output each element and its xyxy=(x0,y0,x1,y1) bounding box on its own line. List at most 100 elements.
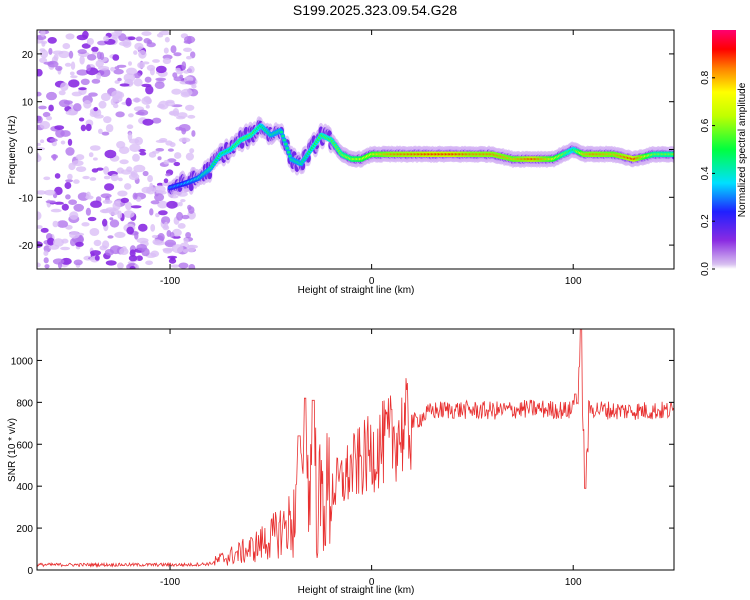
colorbar-tick-label: 0.6 xyxy=(700,118,711,132)
noise-blob xyxy=(168,110,179,116)
noise-blob xyxy=(58,99,70,108)
noise-blob xyxy=(104,149,117,159)
noise-blob xyxy=(56,220,69,228)
noise-blob xyxy=(119,83,130,87)
noise-blob xyxy=(65,179,73,183)
noise-blob xyxy=(87,54,97,61)
noise-blob xyxy=(37,154,42,163)
noise-blob xyxy=(81,43,91,49)
noise-blob xyxy=(60,257,72,265)
noise-blob xyxy=(157,156,162,161)
noise-blob xyxy=(123,73,136,82)
noise-blob xyxy=(163,178,169,184)
noise-blob xyxy=(191,130,196,137)
noise-blob xyxy=(147,175,154,183)
noise-blob xyxy=(170,256,176,261)
noise-blob xyxy=(133,78,143,87)
noise-blob xyxy=(156,33,164,38)
noise-blob xyxy=(151,117,162,124)
noise-blob xyxy=(116,64,127,68)
noise-blob xyxy=(137,61,146,69)
noise-blob xyxy=(118,146,130,154)
noise-blob xyxy=(124,183,132,190)
noise-blob xyxy=(134,42,144,51)
noise-blob xyxy=(183,40,192,44)
noise-blob xyxy=(187,65,195,74)
noise-blob xyxy=(126,67,137,76)
noise-blob xyxy=(122,39,132,48)
noise-blob xyxy=(181,61,187,71)
noise-blob xyxy=(54,201,64,205)
noise-blob xyxy=(37,142,41,147)
noise-blob xyxy=(171,244,184,254)
noise-blob xyxy=(93,157,98,161)
noise-blob xyxy=(174,152,182,159)
snr-x-axis-label: Height of straight line (km) xyxy=(298,585,415,596)
noise-blob xyxy=(96,51,102,60)
noise-blob xyxy=(70,61,76,70)
noise-blob xyxy=(141,31,152,36)
noise-blob xyxy=(86,64,91,72)
noise-blob xyxy=(110,98,116,106)
noise-blob xyxy=(109,245,122,255)
noise-blob xyxy=(185,232,192,239)
noise-blob xyxy=(70,75,78,79)
noise-blob xyxy=(165,101,176,107)
noise-blob xyxy=(77,49,87,55)
noise-blob xyxy=(155,65,167,74)
noise-blob xyxy=(40,139,45,143)
noise-blob xyxy=(52,220,59,228)
noise-blob xyxy=(83,100,92,109)
noise-blob xyxy=(67,138,73,146)
colorbar-tick-label: 0.8 xyxy=(700,70,711,84)
ridge-core xyxy=(281,134,285,138)
noise-blob xyxy=(138,148,146,153)
noise-blob xyxy=(37,115,43,124)
noise-blob xyxy=(117,262,124,269)
colorbar-tick-label: 0.2 xyxy=(700,214,711,228)
noise-blob xyxy=(54,186,63,196)
noise-blob xyxy=(89,228,100,236)
noise-blob xyxy=(52,50,64,55)
noise-blob xyxy=(185,152,194,161)
noise-blob xyxy=(133,164,146,173)
noise-blob xyxy=(183,47,192,52)
noise-blob xyxy=(158,210,168,216)
noise-blob xyxy=(133,50,138,55)
noise-blob xyxy=(170,45,177,54)
noise-blob xyxy=(143,96,151,103)
noise-blob xyxy=(82,175,90,180)
noise-blob xyxy=(68,50,74,59)
noise-blob xyxy=(40,227,49,233)
noise-blob xyxy=(39,121,51,130)
noise-blob xyxy=(62,43,71,50)
snr-y-axis-label: SNR (10 * v/v) xyxy=(7,418,18,482)
noise-blob xyxy=(114,231,126,238)
noise-blob xyxy=(78,117,85,122)
noise-blob xyxy=(169,232,175,238)
noise-blob xyxy=(49,138,58,142)
noise-blob xyxy=(90,200,102,208)
noise-blob xyxy=(95,59,104,68)
noise-blob xyxy=(166,200,178,209)
noise-blob xyxy=(180,88,193,96)
noise-blob xyxy=(152,59,160,63)
noise-blob xyxy=(88,92,98,97)
spectrogram-y-tick-label: 20 xyxy=(22,50,34,61)
noise-blob xyxy=(125,97,132,107)
noise-blob xyxy=(55,65,63,71)
noise-blob xyxy=(156,182,164,187)
noise-blob xyxy=(65,194,71,200)
noise-blob xyxy=(43,176,51,181)
noise-blob xyxy=(72,160,84,167)
noise-blob xyxy=(78,87,87,91)
noise-blob xyxy=(102,218,108,227)
noise-blob xyxy=(88,152,94,158)
noise-blob xyxy=(119,247,129,255)
noise-blob xyxy=(181,214,190,220)
noise-blob xyxy=(170,264,180,268)
noise-blob xyxy=(69,71,75,76)
spectrogram-x-tick-label: 100 xyxy=(565,276,582,287)
noise-blob xyxy=(110,174,119,182)
